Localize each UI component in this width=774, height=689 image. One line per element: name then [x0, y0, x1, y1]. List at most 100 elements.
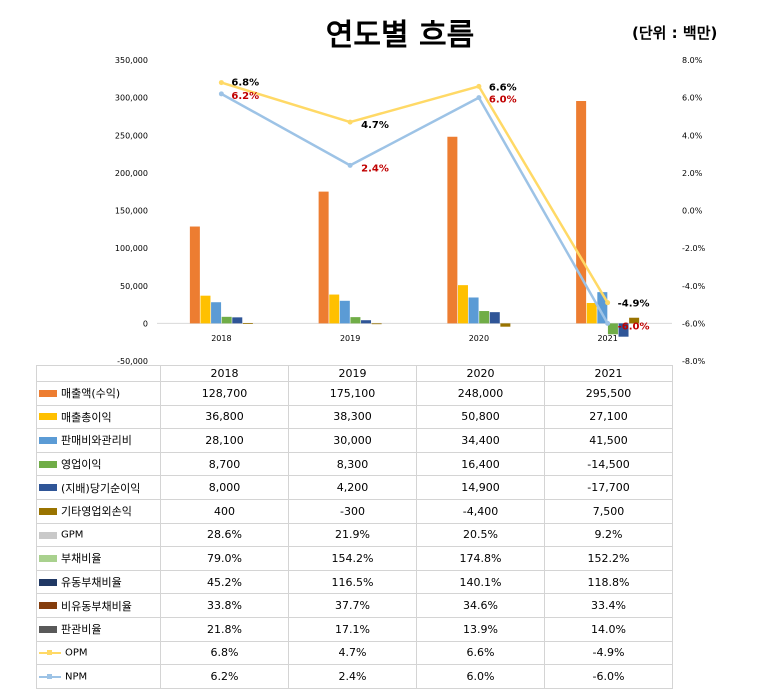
table-row: 부채비율 79.0% 154.2% 174.8% 152.2%: [36, 546, 673, 571]
left-axis-tick-label: 100,000: [115, 244, 148, 253]
row-header: NPM: [36, 664, 161, 689]
data-table: 2018 2019 2020 2021 매출액(수익) 128,700 175,10…: [36, 365, 673, 689]
row-header: 기타영업외손익: [36, 498, 161, 524]
table-cell: -17,700: [544, 475, 673, 500]
table-row: 매출총이익 36,800 38,300 50,800 27,100: [36, 404, 673, 430]
table-cell: 17.1%: [288, 616, 417, 642]
table-cell: -4,400: [416, 498, 545, 524]
table-cell: 6.2%: [160, 664, 289, 689]
marker-NPM: [476, 95, 482, 101]
table-cell: 14,900: [416, 475, 545, 500]
legend-key-icon: [39, 413, 57, 421]
table-cell: -4.9%: [544, 640, 673, 666]
column-header: 2021: [544, 365, 673, 382]
right-axis-tick-label: 8.0%: [682, 56, 703, 65]
left-axis-tick-label: 150,000: [115, 207, 148, 216]
marker-OPM: [476, 83, 482, 89]
table-cell: 33.4%: [544, 593, 673, 618]
table-cell: 34,400: [416, 428, 545, 453]
table-cell: 13.9%: [416, 616, 545, 642]
bar-영업이익: [607, 323, 618, 335]
table-cell: 6.8%: [160, 640, 289, 666]
table-row: 유동부채비율 45.2% 116.5% 140.1% 118.8%: [36, 569, 673, 595]
bar-영업이익: [350, 317, 361, 324]
table-cell: 7,500: [544, 498, 673, 524]
bar-(지배)당기순이익: [618, 323, 629, 337]
table-cell: 16,400: [416, 451, 545, 477]
table-row: 판매비와관리비 28,100 30,000 34,400 41,500: [36, 428, 673, 453]
row-label: 기타영업외손익: [61, 505, 132, 519]
table-cell: 36,800: [160, 404, 289, 430]
x-axis-tick-label: 2019: [340, 334, 360, 343]
legend-key-icon: [39, 389, 57, 397]
marker-NPM: [347, 162, 353, 168]
row-header: 판관비율: [36, 616, 161, 642]
row-label: 부채비율: [61, 552, 102, 566]
right-axis-tick-label: -4.0%: [682, 282, 706, 291]
legend-key-icon: [39, 507, 57, 515]
table-row: 판관비율 21.8% 17.1% 13.9% 14.0%: [36, 616, 673, 642]
bar-매출총이익: [457, 285, 468, 324]
row-label: 매출총이익: [61, 410, 112, 424]
legend-key-icon: [39, 484, 57, 492]
table-cell: 295,500: [544, 381, 673, 406]
table-cell: 128,700: [160, 381, 289, 406]
data-label-NPM: -6.0%: [618, 321, 650, 332]
table-cell: -14,500: [544, 451, 673, 477]
bar-매출액(수익): [576, 101, 587, 324]
table-cell: 8,300: [288, 451, 417, 477]
row-label: 비유동부채비율: [61, 599, 132, 613]
row-header: 영업이익: [36, 451, 161, 477]
table-cell: 400: [160, 498, 289, 524]
marker-OPM: [347, 119, 353, 125]
bar-(지배)당기순이익: [489, 312, 500, 324]
row-label: 판관비율: [61, 623, 102, 637]
table-cell: 28,100: [160, 428, 289, 453]
table-row: 기타영업외손익 400 -300 -4,400 7,500: [36, 498, 673, 524]
bar-매출액(수익): [189, 226, 200, 324]
right-axis-tick-label: -6.0%: [682, 319, 706, 328]
right-axis-tick-label: 2.0%: [682, 169, 703, 178]
column-header: 2018: [160, 365, 289, 382]
unit-label: (단위 : 백만): [632, 24, 718, 42]
table-row: NPM 6.2% 2.4% 6.0% -6.0%: [36, 664, 673, 689]
left-axis-tick-label: 50,000: [120, 282, 148, 291]
table-cell: 28.6%: [160, 522, 289, 548]
data-label-NPM: 6.2%: [231, 91, 259, 102]
left-axis-tick-label: 0: [143, 319, 148, 328]
row-label: NPM: [65, 671, 88, 683]
row-label: GPM: [61, 529, 84, 541]
table-cell: 6.0%: [416, 664, 545, 689]
bar-기타영업외손익: [242, 323, 253, 324]
line-NPM: [220, 92, 609, 324]
table-cell: 140.1%: [416, 569, 545, 595]
table-cell: 37.7%: [288, 593, 417, 618]
table-cell: 27,100: [544, 404, 673, 430]
bar-매출액(수익): [318, 191, 329, 324]
bar-기타영업외손익: [371, 323, 382, 325]
bar-매출총이익: [200, 295, 211, 324]
table-cell: 38,300: [288, 404, 417, 430]
table-corner: [36, 365, 161, 382]
right-axis-tick-label: -8.0%: [682, 357, 706, 365]
left-axis-tick-label: 250,000: [115, 131, 148, 140]
left-axis-tick-label: 300,000: [115, 94, 148, 103]
legend-key-icon: [39, 531, 57, 539]
table-cell: 34.6%: [416, 593, 545, 618]
table-row: OPM 6.8% 4.7% 6.6% -4.9%: [36, 640, 673, 666]
bar-(지배)당기순이익: [232, 317, 243, 324]
table-cell: 30,000: [288, 428, 417, 453]
table-cell: -6.0%: [544, 664, 673, 689]
data-label-OPM: 6.6%: [489, 82, 517, 93]
row-header: 매출총이익: [36, 404, 161, 430]
table-cell: 41,500: [544, 428, 673, 453]
row-label: 매출액(수익): [61, 387, 121, 401]
row-header: 부채비율: [36, 546, 161, 571]
chart-title: 연도별 흐름: [325, 18, 475, 53]
table-cell: 14.0%: [544, 616, 673, 642]
bar-기타영업외손익: [500, 323, 511, 327]
right-axis-tick-label: -2.0%: [682, 244, 706, 253]
table-cell: 8,000: [160, 475, 289, 500]
data-label-NPM: 2.4%: [361, 163, 389, 174]
row-header: 판매비와관리비: [36, 428, 161, 453]
